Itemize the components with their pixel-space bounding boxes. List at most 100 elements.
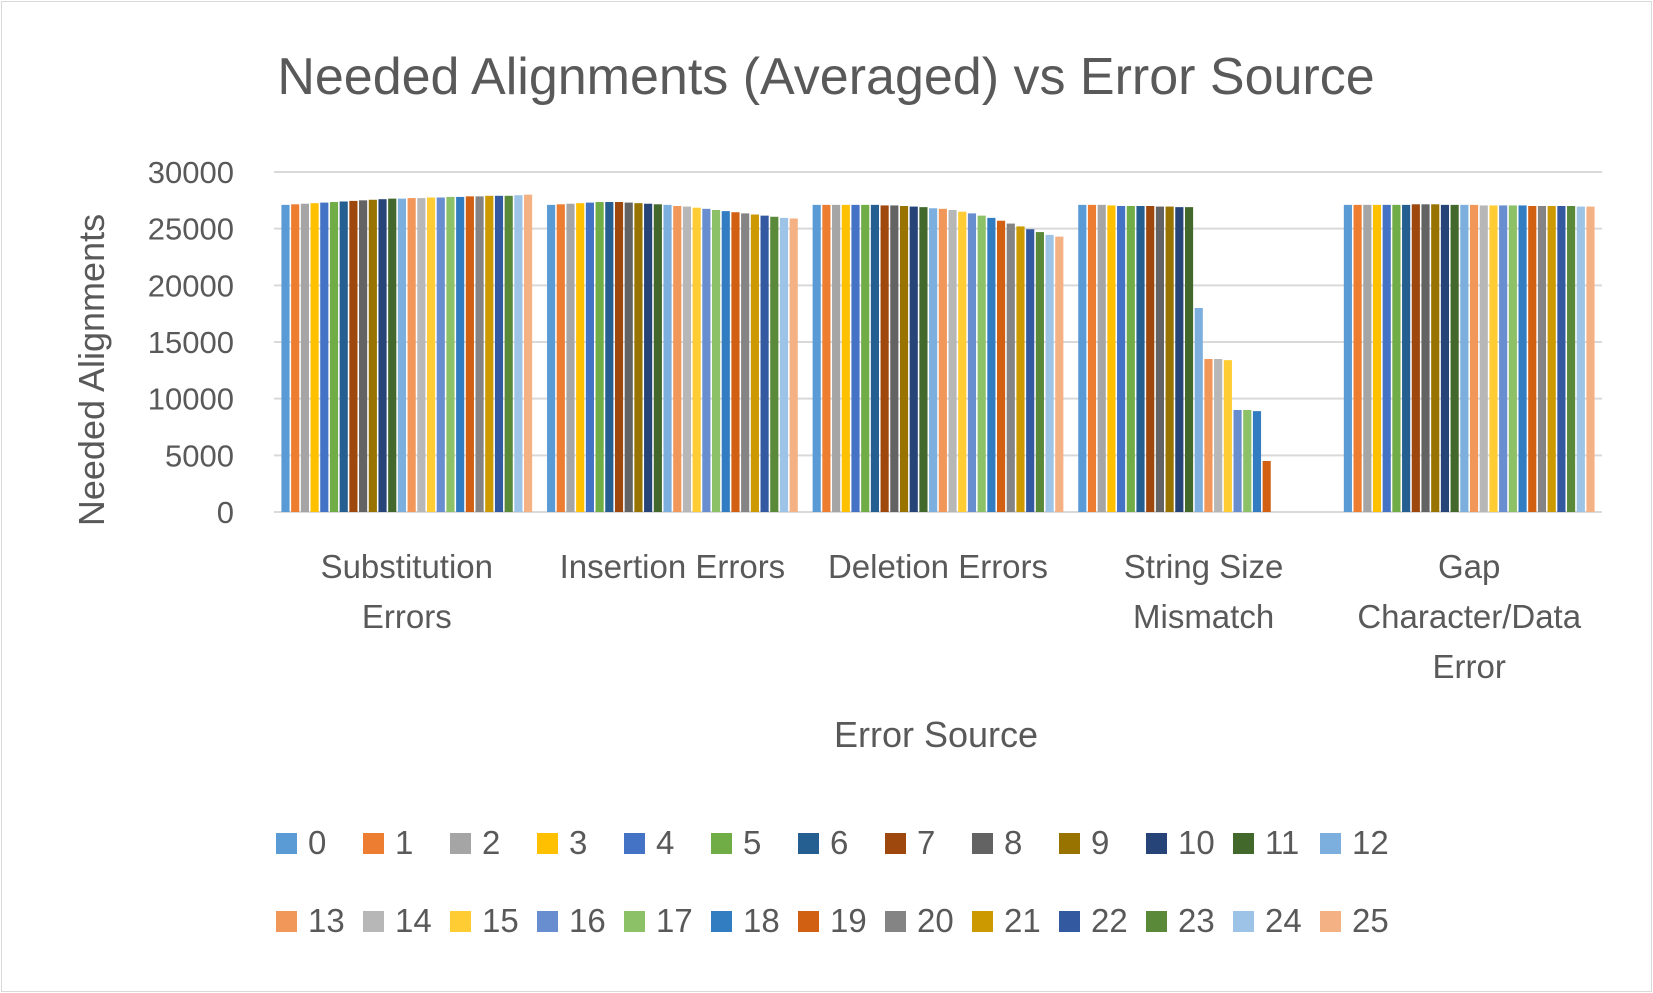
bar-series-7-cat-2 xyxy=(880,205,889,512)
bar-series-6-cat-0 xyxy=(339,201,348,512)
legend-swatch xyxy=(1059,833,1080,854)
legend-swatch xyxy=(885,911,906,932)
bar-series-2-cat-0 xyxy=(300,203,309,513)
y-tick-label: 15000 xyxy=(148,325,234,360)
bar-series-17-cat-1 xyxy=(711,209,721,512)
legend-item: 4 xyxy=(624,824,674,861)
bar-series-0-cat-3 xyxy=(1078,204,1087,512)
bar-series-23-cat-2 xyxy=(1035,232,1044,512)
legend-item: 5 xyxy=(711,824,761,861)
bar-series-9-cat-4 xyxy=(1431,204,1440,513)
bar-series-24-cat-0 xyxy=(514,195,523,513)
bar-series-4-cat-0 xyxy=(320,202,329,512)
bar-series-25-cat-2 xyxy=(1055,236,1064,512)
legend-swatch xyxy=(276,833,297,854)
legend-item: 17 xyxy=(624,902,693,939)
category-labels: Substitution Errors Insertion Errors Deleti… xyxy=(321,548,1582,685)
bar-series-3-cat-3 xyxy=(1107,205,1116,512)
bar-series-15-cat-2 xyxy=(958,211,967,513)
legend-label: 19 xyxy=(830,902,867,939)
legend-swatch xyxy=(276,911,297,932)
bar-series-13-cat-3 xyxy=(1204,359,1213,512)
bar-series-4-cat-2 xyxy=(851,204,860,512)
legend-label: 11 xyxy=(1265,824,1299,861)
legend-label: 25 xyxy=(1352,902,1389,939)
y-tick-labels: 0 5000 10000 15000 20000 25000 30000 xyxy=(148,155,234,530)
legend-item: 18 xyxy=(711,902,780,939)
bar-series-9-cat-0 xyxy=(368,199,377,512)
bar-series-0-cat-0 xyxy=(281,204,290,512)
legend-item: 12 xyxy=(1320,824,1389,861)
legend-label: 3 xyxy=(569,824,587,861)
legend-swatch xyxy=(1233,833,1254,854)
legend-label: 6 xyxy=(830,824,848,861)
bar-series-10-cat-1 xyxy=(644,203,653,513)
bar-series-0-cat-1 xyxy=(547,204,556,512)
bar-series-9-cat-1 xyxy=(634,203,643,513)
category-label: String Size xyxy=(1124,548,1284,585)
bar-series-14-cat-0 xyxy=(417,198,426,512)
legend-item: 13 xyxy=(276,902,345,939)
bar-series-6-cat-2 xyxy=(870,204,879,512)
bar-series-3-cat-2 xyxy=(841,204,850,512)
legend-label: 21 xyxy=(1004,902,1041,939)
bar-series-22-cat-1 xyxy=(760,215,769,512)
bar-series-6-cat-4 xyxy=(1402,204,1411,512)
bar-series-8-cat-4 xyxy=(1421,204,1430,513)
bar-series-15-cat-1 xyxy=(692,207,701,512)
category-label: Mismatch xyxy=(1133,598,1274,635)
bar-series-15-cat-4 xyxy=(1489,205,1498,512)
legend-item: 22 xyxy=(1059,902,1128,939)
category-label: Errors xyxy=(362,598,452,635)
bar-series-17-cat-3 xyxy=(1243,410,1252,512)
legend-swatch xyxy=(537,833,558,854)
legend-item: 8 xyxy=(972,824,1022,861)
bar-series-12-cat-4 xyxy=(1460,204,1469,512)
bar-series-9-cat-2 xyxy=(899,206,909,512)
bar-series-11-cat-3 xyxy=(1184,207,1194,512)
category-label: Gap xyxy=(1438,548,1500,585)
legend-item: 25 xyxy=(1320,902,1389,939)
bar-series-2-cat-4 xyxy=(1363,204,1372,512)
bar-series-18-cat-1 xyxy=(721,211,730,512)
bar-series-7-cat-3 xyxy=(1146,206,1155,512)
bar-series-18-cat-4 xyxy=(1518,205,1527,512)
legend-item: 24 xyxy=(1233,902,1302,939)
legend-swatch xyxy=(711,911,732,932)
bar-series-19-cat-3 xyxy=(1262,461,1271,512)
bar-series-1-cat-3 xyxy=(1087,204,1097,512)
bar-series-24-cat-1 xyxy=(779,217,789,512)
legend-swatch xyxy=(1146,911,1167,932)
legend-item: 14 xyxy=(363,902,432,939)
bar-series-24-cat-4 xyxy=(1576,206,1585,512)
bar-series-11-cat-1 xyxy=(653,204,662,513)
bar-series-19-cat-1 xyxy=(731,212,740,513)
bar-series-4-cat-3 xyxy=(1117,206,1126,512)
bar-series-14-cat-2 xyxy=(948,209,957,512)
bar-series-3-cat-4 xyxy=(1372,204,1382,512)
bar-series-13-cat-0 xyxy=(407,198,416,512)
bar-series-19-cat-2 xyxy=(997,220,1006,513)
bar-series-25-cat-0 xyxy=(524,194,533,513)
bar-series-14-cat-1 xyxy=(682,206,692,512)
legend-label: 0 xyxy=(308,824,326,861)
y-axis-title: Needed Alignments xyxy=(71,214,112,526)
legend-label: 1 xyxy=(395,824,413,861)
legend-label: 7 xyxy=(917,824,935,861)
legend-label: 20 xyxy=(917,902,954,939)
bar-series-1-cat-4 xyxy=(1353,204,1362,512)
y-tick-label: 20000 xyxy=(148,268,234,303)
bar-series-17-cat-4 xyxy=(1508,205,1517,512)
bar-series-7-cat-4 xyxy=(1411,204,1420,513)
legend-label: 22 xyxy=(1091,902,1128,939)
legend-label: 12 xyxy=(1352,824,1389,861)
x-axis-title: Error Source xyxy=(834,714,1038,755)
category-label: Deletion Errors xyxy=(828,548,1048,585)
bar-series-5-cat-2 xyxy=(861,204,870,512)
bar-series-25-cat-4 xyxy=(1586,206,1595,512)
legend-label: 2 xyxy=(482,824,500,861)
bar-series-0-cat-4 xyxy=(1343,204,1352,512)
legend-swatch xyxy=(1320,833,1341,854)
